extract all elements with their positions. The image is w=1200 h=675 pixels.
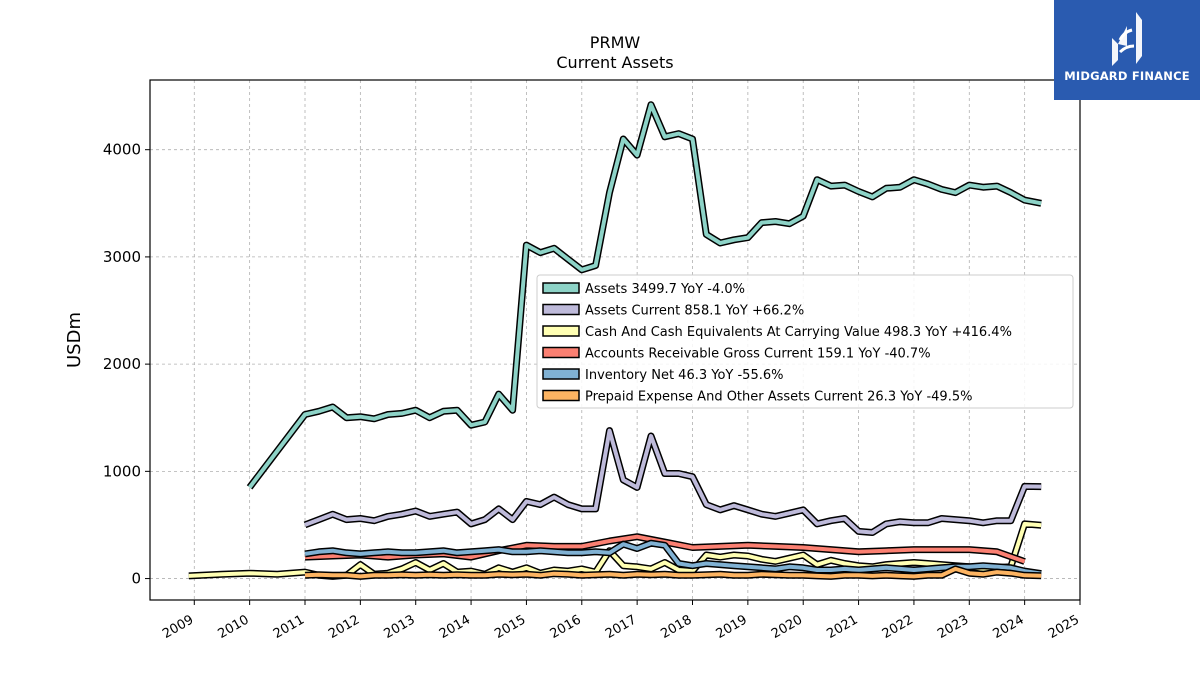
chart-subtitle: Current Assets	[556, 53, 673, 72]
legend-swatch	[542, 368, 580, 380]
series-line	[304, 541, 1042, 576]
x-tick-label: 2017	[603, 612, 639, 642]
x-tick-label: 2021	[824, 612, 860, 642]
series-lines	[188, 101, 1042, 580]
x-tick-label: 2022	[880, 612, 916, 642]
y-tick-label: 2000	[103, 355, 141, 373]
chart-title: PRMW	[590, 33, 641, 52]
y-tick-label: 3000	[103, 248, 141, 266]
legend-entry: Cash And Cash Equivalents At Carrying Va…	[585, 325, 1012, 340]
legend-swatch	[542, 346, 580, 359]
x-tick-label: 2018	[658, 612, 694, 642]
legend-entry: Inventory Net 46.3 YoY -55.6%	[585, 368, 784, 383]
legend-entry: Prepaid Expense And Other Assets Current…	[585, 390, 972, 405]
x-tick-label: 2019	[714, 612, 750, 642]
brand-logo: MIDGARD FINANCE	[1054, 0, 1200, 100]
x-tick-label: 2024	[990, 612, 1026, 642]
x-tick-label: 2023	[935, 612, 971, 642]
legend-swatch	[542, 389, 580, 402]
x-tick-label: 2020	[769, 612, 805, 642]
x-tick-label: 2011	[271, 612, 307, 642]
y-tick-label: 4000	[103, 141, 141, 159]
x-tick-label: 2009	[160, 612, 196, 642]
x-tick-label: 2025	[1046, 612, 1082, 642]
brand-name: MIDGARD FINANCE	[1064, 69, 1190, 83]
legend-swatch	[542, 303, 580, 316]
x-tick-label: 2013	[382, 612, 418, 642]
midgard-logo-icon	[1112, 12, 1142, 66]
legend-swatch	[542, 325, 580, 337]
x-tick-label: 2014	[437, 612, 473, 642]
series-line-outline	[303, 427, 1042, 536]
x-tick-label: 2016	[548, 612, 584, 642]
y-tick-label: 1000	[103, 462, 141, 480]
y-axis-label: USDm	[64, 312, 85, 368]
series-line	[248, 102, 1042, 489]
legend-entry: Assets Current 858.1 YoY +66.2%	[585, 304, 804, 319]
plot-area	[149, 79, 1081, 601]
x-tick-label: 2015	[492, 612, 528, 642]
legend-entry: Accounts Receivable Gross Current 159.1 …	[585, 347, 931, 362]
series-line	[304, 566, 1042, 579]
x-tick-label: 2012	[326, 612, 362, 642]
series-line	[304, 428, 1042, 535]
legend-box	[536, 274, 1074, 409]
x-tick-label: 2010	[215, 612, 251, 642]
legend: Assets 3499.7 YoY -4.0% Assets Current 85…	[536, 274, 1074, 409]
y-tick-label: 0	[131, 570, 141, 588]
legend-entry: Assets 3499.7 YoY -4.0%	[585, 282, 745, 297]
legend-swatch	[542, 282, 580, 294]
